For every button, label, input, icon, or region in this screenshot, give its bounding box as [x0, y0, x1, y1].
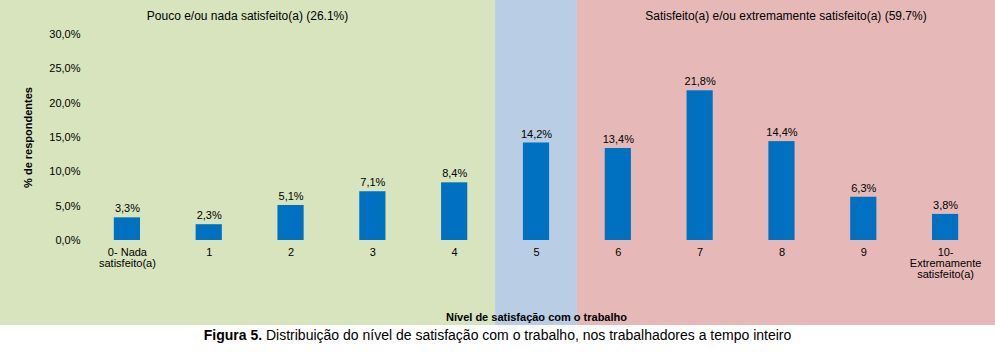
svg-text:14,4%: 14,4%: [766, 126, 797, 138]
svg-text:20,0%: 20,0%: [49, 97, 80, 109]
svg-text:9: 9: [861, 246, 867, 258]
svg-text:6,3%: 6,3%: [851, 182, 876, 194]
svg-text:0,0%: 0,0%: [55, 234, 80, 246]
svg-text:4: 4: [452, 246, 458, 258]
svg-text:5: 5: [533, 246, 539, 258]
svg-text:10,0%: 10,0%: [49, 165, 80, 177]
svg-text:Pouco e/ou nada satisfeito(a): Pouco e/ou nada satisfeito(a) (26.1%): [147, 9, 348, 23]
svg-text:15,0%: 15,0%: [49, 131, 80, 143]
svg-text:6: 6: [615, 246, 621, 258]
svg-text:3,3%: 3,3%: [115, 202, 140, 214]
svg-text:Nível de satisfação com o trab: Nível de satisfação com o trabalho: [446, 311, 627, 323]
svg-text:7: 7: [697, 246, 703, 258]
svg-text:3: 3: [370, 246, 376, 258]
svg-text:0- Nadasatisfeito(a): 0- Nadasatisfeito(a): [99, 246, 156, 269]
svg-text:25,0%: 25,0%: [49, 62, 80, 74]
svg-text:8,4%: 8,4%: [442, 167, 467, 179]
svg-text:5,1%: 5,1%: [279, 190, 304, 202]
svg-text:Satisfeito(a) e/ou extremament: Satisfeito(a) e/ou extremamente satisfei…: [645, 9, 926, 23]
svg-text:10-Extremamentesatisfeito(a): 10-Extremamentesatisfeito(a): [910, 246, 982, 280]
svg-text:5,0%: 5,0%: [55, 200, 80, 212]
svg-text:8: 8: [779, 246, 785, 258]
svg-text:3,8%: 3,8%: [933, 199, 958, 211]
svg-text:21,8%: 21,8%: [685, 75, 716, 87]
svg-text:7,1%: 7,1%: [360, 176, 385, 188]
html-text:Figura 5. Distribuição do níve: Figura 5. Distribuição do nível de satis…: [203, 327, 792, 343]
svg-text:1: 1: [206, 246, 212, 258]
svg-text:2,3%: 2,3%: [197, 209, 222, 221]
svg-text:2: 2: [288, 246, 294, 258]
svg-text:% de respondentes: % de respondentes: [22, 87, 34, 188]
svg-text:14,2%: 14,2%: [521, 128, 552, 140]
svg-text:13,4%: 13,4%: [603, 133, 634, 145]
svg-text:30,0%: 30,0%: [49, 28, 80, 40]
